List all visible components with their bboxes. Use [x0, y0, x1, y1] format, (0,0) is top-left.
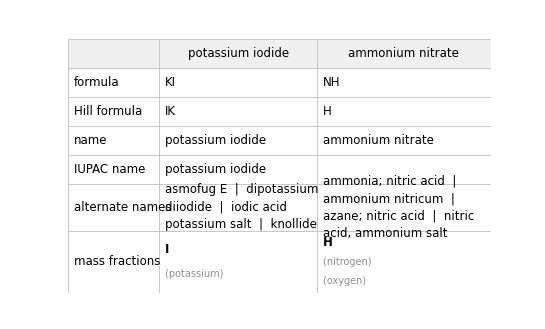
- Text: IK: IK: [165, 105, 176, 118]
- Text: H: H: [323, 105, 332, 118]
- Text: (nitrogen): (nitrogen): [323, 257, 375, 267]
- Bar: [317, 97, 490, 126]
- Bar: [317, 126, 490, 155]
- Text: I: I: [165, 243, 169, 256]
- Text: H: H: [323, 237, 333, 249]
- Text: ammonium nitrate: ammonium nitrate: [323, 134, 434, 147]
- Text: ammonium nitrate: ammonium nitrate: [348, 47, 459, 61]
- Text: potassium iodide: potassium iodide: [187, 47, 289, 61]
- Bar: [68, 184, 159, 231]
- Text: name: name: [74, 134, 107, 147]
- Text: (potassium): (potassium): [165, 269, 226, 279]
- Bar: [317, 39, 490, 68]
- Text: IUPAC name: IUPAC name: [74, 163, 146, 176]
- Bar: [159, 155, 317, 184]
- Bar: [159, 231, 317, 293]
- Text: potassium iodide: potassium iodide: [165, 134, 266, 147]
- Text: alternate names: alternate names: [74, 201, 172, 214]
- Text: KI: KI: [165, 76, 176, 89]
- Bar: [68, 68, 159, 97]
- Bar: [317, 184, 490, 231]
- Bar: [159, 39, 317, 68]
- Bar: [317, 155, 490, 184]
- Bar: [317, 68, 490, 97]
- Text: Hill formula: Hill formula: [74, 105, 142, 118]
- Text: NH: NH: [323, 76, 341, 89]
- Text: asmofug E  |  dipotassium
diiodide  |  iodic acid
potassium salt  |  knollide: asmofug E | dipotassium diiodide | iodic…: [165, 183, 318, 231]
- Text: (oxygen): (oxygen): [323, 276, 370, 286]
- Text: mass fractions: mass fractions: [74, 255, 160, 268]
- Text: potassium iodide: potassium iodide: [165, 163, 266, 176]
- Bar: [68, 155, 159, 184]
- Bar: [159, 97, 317, 126]
- Text: formula: formula: [74, 76, 120, 89]
- Bar: [159, 68, 317, 97]
- Bar: [68, 126, 159, 155]
- Bar: [317, 231, 490, 293]
- Bar: [68, 97, 159, 126]
- Bar: [159, 184, 317, 231]
- Text: ammonia; nitric acid  |
ammonium nitricum  |
azane; nitric acid  |  nitric
acid,: ammonia; nitric acid | ammonium nitricum…: [323, 175, 475, 240]
- Bar: [68, 231, 159, 293]
- Bar: [68, 39, 159, 68]
- Bar: [159, 126, 317, 155]
